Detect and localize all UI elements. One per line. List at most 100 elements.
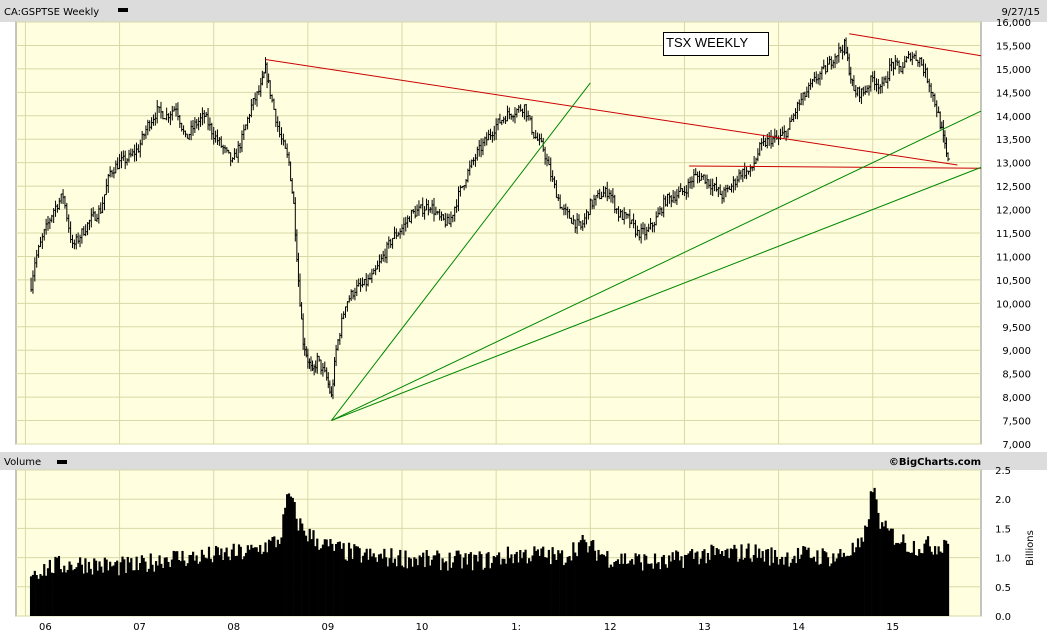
- volume-bar: [46, 568, 50, 616]
- volume-bar: [142, 557, 145, 616]
- header-bar: [0, 0, 1047, 22]
- volume-bar: [276, 539, 279, 616]
- y-tick-label: 9,500: [1002, 323, 1031, 334]
- volume-bar: [487, 552, 490, 616]
- volume-bar: [344, 559, 347, 616]
- volume-bar: [295, 518, 298, 616]
- volume-bar: [177, 559, 181, 616]
- volume-bar: [457, 550, 460, 616]
- volume-bar: [602, 554, 605, 616]
- volume-bar: [84, 558, 87, 616]
- y-tick-label: 7,500: [1002, 417, 1031, 428]
- volume-bar: [151, 564, 154, 616]
- volume-bar: [758, 548, 761, 616]
- volume-bar: [169, 567, 172, 616]
- volume-bar: [865, 526, 869, 616]
- volume-bar: [786, 552, 789, 616]
- volume-bar: [542, 546, 545, 616]
- volume-bar: [862, 541, 865, 616]
- volume-bar: [535, 550, 538, 616]
- volume-bar: [519, 549, 522, 616]
- volume-bar: [416, 565, 419, 616]
- volume-bar: [453, 556, 457, 616]
- volume-bar: [179, 561, 182, 616]
- volume-bar: [496, 555, 499, 616]
- volume-bar: [186, 563, 189, 616]
- volume-bar: [918, 549, 921, 616]
- volume-bar: [690, 549, 694, 616]
- volume-bar: [75, 567, 78, 616]
- volume-bar: [316, 538, 319, 616]
- volume-bar: [705, 563, 708, 616]
- volume-bar: [694, 552, 697, 616]
- volume-bar: [340, 548, 343, 616]
- volume-bar: [193, 560, 196, 616]
- volume-bar: [103, 557, 106, 616]
- volume-bar: [460, 568, 464, 616]
- volume-bar: [680, 556, 683, 616]
- volume-bar: [448, 552, 451, 616]
- volume-bar: [430, 559, 434, 616]
- volume-bar: [195, 555, 198, 616]
- volume-bar: [73, 568, 76, 616]
- volume-bar: [616, 559, 620, 616]
- volume-bar: [299, 518, 302, 616]
- volume-bar: [652, 568, 655, 616]
- volume-bar: [664, 564, 667, 616]
- volume-bar: [634, 553, 637, 616]
- volume-bar: [119, 562, 122, 616]
- y-tick-label: 8,000: [1002, 393, 1031, 404]
- y-tick-label: 11,000: [996, 252, 1031, 263]
- volume-bar: [683, 554, 687, 616]
- volume-bar: [655, 563, 658, 616]
- volume-bar: [499, 564, 502, 616]
- chart-date: 9/27/15: [1001, 7, 1040, 18]
- volume-bar: [336, 542, 340, 616]
- volume-bar: [70, 564, 73, 616]
- volume-bar: [513, 554, 517, 616]
- volume-bar: [418, 555, 421, 616]
- volume-bar: [121, 556, 124, 616]
- volume-bar: [71, 570, 75, 616]
- support-line: [331, 110, 982, 422]
- y-tick-label: 11,500: [996, 229, 1031, 240]
- volume-bar: [583, 539, 586, 616]
- volume-bar: [63, 565, 66, 616]
- volume-bar: [165, 557, 168, 616]
- volume-bar: [318, 549, 321, 616]
- volume-bar: [779, 559, 782, 616]
- volume-bar: [360, 562, 363, 616]
- volume-bar: [107, 570, 110, 616]
- volume-bar: [480, 554, 483, 616]
- volume-bar: [229, 560, 232, 616]
- volume-bar: [657, 562, 660, 616]
- volume-bar: [291, 497, 294, 616]
- volume-bar: [423, 567, 427, 616]
- volume-bar: [434, 555, 437, 616]
- volume-bar: [130, 558, 133, 616]
- volume-bar: [441, 558, 444, 616]
- volume-bar: [821, 548, 824, 616]
- volume-bar: [183, 560, 186, 616]
- volume-bar: [485, 553, 488, 616]
- volume-bar: [110, 566, 114, 616]
- volume-bar: [411, 566, 414, 616]
- volume-bar: [701, 550, 704, 616]
- volume-tick-label: 1.5: [995, 524, 1011, 535]
- y-tick-label: 15,500: [996, 41, 1031, 52]
- y-tick-label: 13,500: [996, 135, 1031, 146]
- volume-bar: [353, 544, 356, 616]
- volume-bar: [255, 547, 258, 616]
- volume-bar: [648, 563, 651, 616]
- volume-bar: [402, 567, 405, 616]
- volume-bar: [246, 545, 249, 616]
- volume-bar: [383, 548, 386, 616]
- volume-bar: [720, 551, 724, 616]
- volume-bar: [105, 559, 108, 616]
- volume-bar: [505, 563, 508, 616]
- volume-bar: [257, 551, 260, 616]
- volume-bar: [253, 547, 256, 616]
- volume-bar: [64, 572, 68, 616]
- volume-bar: [930, 551, 933, 616]
- volume-bar: [91, 574, 94, 616]
